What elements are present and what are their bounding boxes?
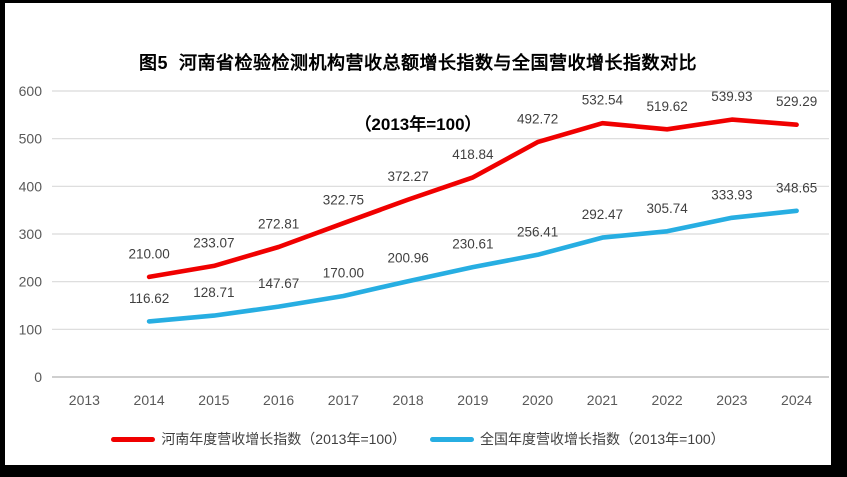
y-axis-tick-label: 600 xyxy=(19,83,43,99)
legend-label-henan: 河南年度营收增长指数（2013年=100） xyxy=(161,431,406,447)
data-label: 529.29 xyxy=(776,94,817,109)
x-axis-tick-label: 2020 xyxy=(522,392,553,408)
legend-item-national: 全国年度营收增长指数（2013年=100） xyxy=(430,429,725,449)
data-label: 322.75 xyxy=(323,193,364,208)
data-label: 200.96 xyxy=(387,251,428,266)
data-label: 492.72 xyxy=(517,112,558,127)
x-axis-tick-label: 2024 xyxy=(781,392,812,408)
data-label: 539.93 xyxy=(711,89,752,104)
y-axis-tick-label: 400 xyxy=(19,178,43,194)
data-label: 292.47 xyxy=(582,207,623,222)
data-label: 372.27 xyxy=(387,169,428,184)
data-label: 519.62 xyxy=(646,99,687,114)
data-label: 128.71 xyxy=(193,285,234,300)
chart-title: 图5 河南省检验检测机构营收总额增长指数与全国营收增长指数对比 （2013年=1… xyxy=(5,14,831,173)
data-label: 147.67 xyxy=(258,276,299,291)
data-label: 233.07 xyxy=(193,235,234,250)
y-axis-tick-label: 0 xyxy=(34,369,42,385)
data-label: 272.81 xyxy=(258,216,299,231)
x-axis-tick-label: 2013 xyxy=(69,392,100,408)
legend-line-swatch-national xyxy=(430,436,474,442)
data-label: 170.00 xyxy=(323,265,364,280)
x-axis-tick-label: 2021 xyxy=(587,392,618,408)
x-axis-tick-label: 2016 xyxy=(263,392,294,408)
x-axis-tick-label: 2022 xyxy=(652,392,683,408)
plot-area: 0 100 200 300 400 500 600 2013 2014 2015 2016 2017 2… xyxy=(19,83,829,408)
y-axis-tick-label: 300 xyxy=(19,226,43,242)
x-axis-tick-label: 2015 xyxy=(198,392,229,408)
data-label: 418.84 xyxy=(452,147,494,162)
data-label: 256.41 xyxy=(517,224,558,239)
chart-canvas: 图5 河南省检验检测机构营收总额增长指数与全国营收增长指数对比 （2013年=1… xyxy=(5,3,831,465)
data-label: 305.74 xyxy=(646,201,688,216)
y-axis-tick-label: 100 xyxy=(19,321,43,337)
data-label: 210.00 xyxy=(128,246,169,261)
data-label: 230.61 xyxy=(452,237,493,252)
legend: 河南年度营收增长指数（2013年=100） 全国年度营收增长指数（2013年=1… xyxy=(5,429,831,449)
data-label: 116.62 xyxy=(129,291,169,306)
data-label: 532.54 xyxy=(582,93,624,108)
x-axis-tick-label: 2014 xyxy=(134,392,165,408)
y-axis-tick-label: 500 xyxy=(19,131,43,147)
legend-item-henan: 河南年度营收增长指数（2013年=100） xyxy=(111,429,406,449)
x-axis-tick-label: 2017 xyxy=(328,392,359,408)
x-axis-tick-label: 2018 xyxy=(393,392,424,408)
chart-title-line1: 图5 河南省检验检测机构营收总额增长指数与全国营收增长指数对比 xyxy=(138,53,697,73)
y-axis-tick-label: 200 xyxy=(19,274,43,290)
legend-line-swatch-henan xyxy=(111,436,156,442)
data-label: 348.65 xyxy=(776,180,817,195)
x-axis-tick-label: 2019 xyxy=(457,392,488,408)
chart-title-line2: （2013年=100） xyxy=(354,115,482,134)
legend-label-national: 全国年度营收增长指数（2013年=100） xyxy=(480,431,725,447)
x-axis-tick-label: 2023 xyxy=(716,392,747,408)
data-label: 333.93 xyxy=(711,187,752,202)
series-line-national xyxy=(146,208,799,324)
series-line-henan xyxy=(146,117,799,280)
